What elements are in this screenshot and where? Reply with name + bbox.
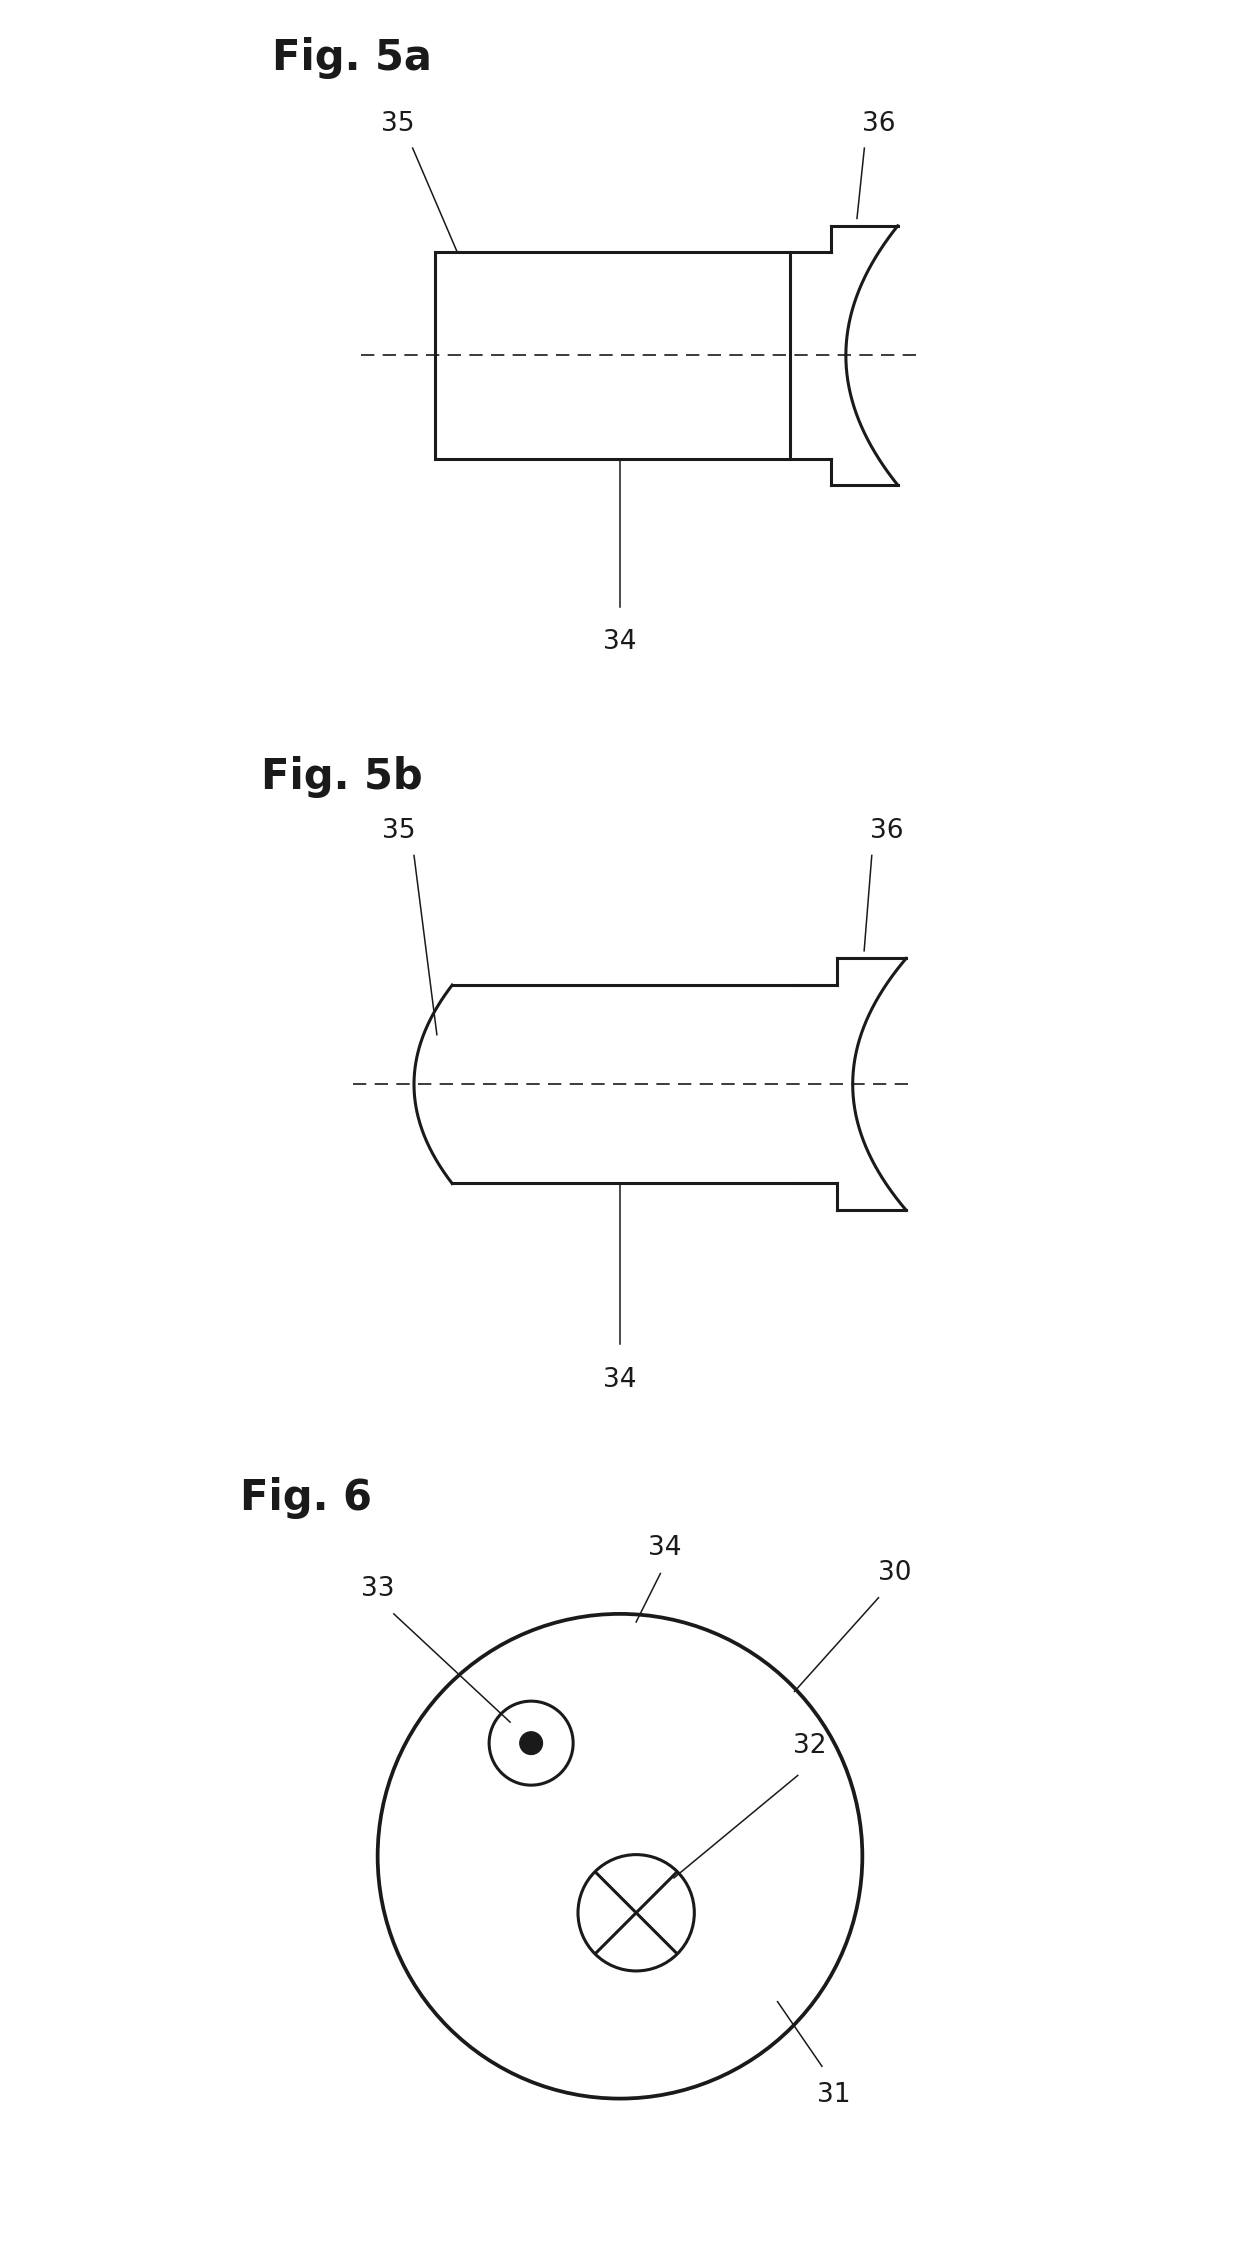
Text: Fig. 5b: Fig. 5b (262, 756, 423, 799)
Text: 35: 35 (382, 819, 415, 844)
Text: 30: 30 (878, 1560, 911, 1587)
Text: Fig. 6: Fig. 6 (241, 1477, 372, 1519)
Text: 35: 35 (381, 110, 414, 137)
Text: 32: 32 (794, 1732, 827, 1759)
Text: 36: 36 (863, 110, 897, 137)
Text: 31: 31 (817, 2082, 851, 2109)
Text: 34: 34 (603, 1367, 637, 1394)
Bar (435, 251, 790, 460)
Text: 34: 34 (603, 631, 637, 655)
Text: Fig. 5a: Fig. 5a (272, 36, 432, 79)
Text: 34: 34 (647, 1535, 681, 1562)
Text: 33: 33 (361, 1575, 394, 1602)
Text: 36: 36 (870, 819, 904, 844)
Circle shape (520, 1732, 542, 1755)
